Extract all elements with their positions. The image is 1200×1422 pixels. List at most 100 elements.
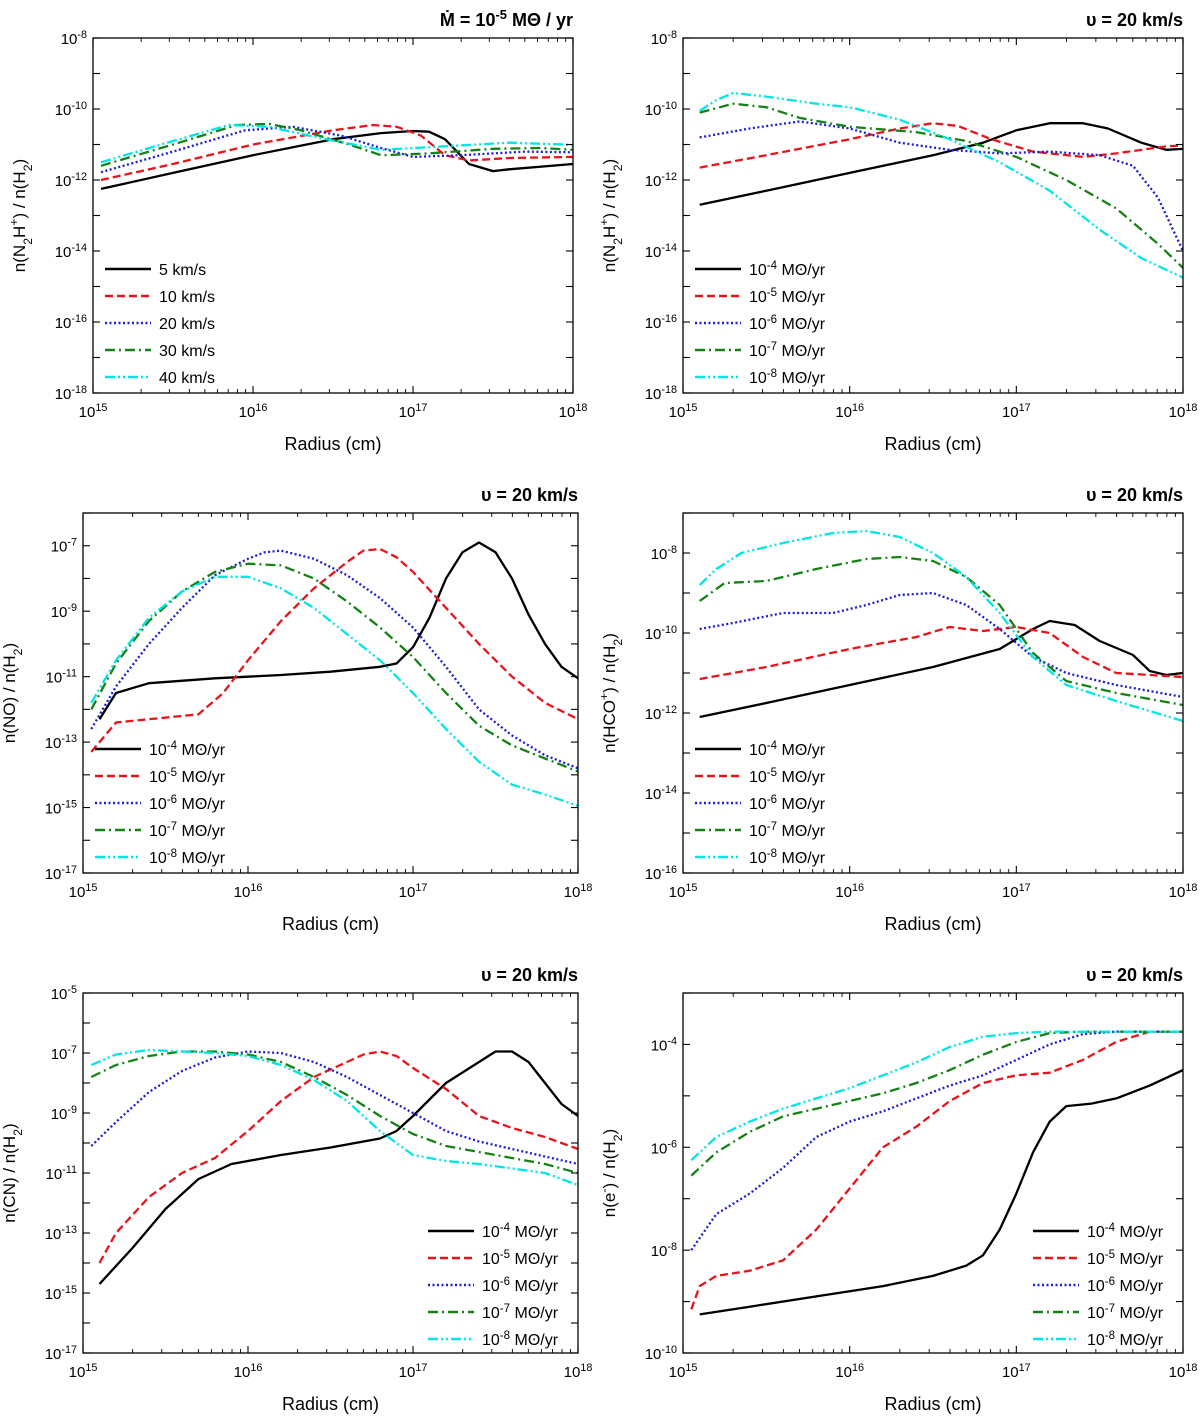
x-axis-label: Radius (cm) xyxy=(284,434,381,454)
x-tick-label: 1015 xyxy=(669,1362,698,1381)
x-tick-label: 1016 xyxy=(234,882,263,901)
legend: 10-4 Mʘ/yr 10-5 Mʘ/yr 10-6 Mʘ/yr 10-7 Mʘ/yr… xyxy=(1033,1222,1164,1349)
y-tick-label: 10-8 xyxy=(651,29,677,48)
x-tick-label: 1018 xyxy=(559,402,588,421)
legend-label: 10-6 Mʘ/yr xyxy=(749,314,826,333)
x-axis-label: Radius (cm) xyxy=(884,914,981,934)
legend-label: 40 km/s xyxy=(159,370,215,387)
y-axis-label: n(HCO+) / n(H2) xyxy=(597,633,625,753)
series-line-5 xyxy=(698,529,1183,723)
series-line-2 xyxy=(90,547,578,753)
series-line-4 xyxy=(699,102,1183,270)
series-line-1 xyxy=(699,1068,1183,1316)
y-tick-label: 10-11 xyxy=(46,668,78,687)
legend: 10-4 Mʘ/yr 10-5 Mʘ/yr 10-6 Mʘ/yr 10-7 Mʘ/yr… xyxy=(95,740,226,867)
series-line-1 xyxy=(98,541,578,720)
series-line-1 xyxy=(699,619,1183,719)
chart-panel-3: 1015 1016 1017 1018 10-17 10-15 10-13 10-11 10-9… xyxy=(0,485,592,934)
chart-panel-2: 1015 1016 1017 1018 10-18 10-16 10-14 10-12 10-1… xyxy=(597,10,1197,454)
y-tick-label: 10-8 xyxy=(61,29,87,48)
legend-label: 10-5 Mʘ/yr xyxy=(1087,1249,1164,1268)
x-tick-label: 1017 xyxy=(399,402,428,421)
series-line-1 xyxy=(699,122,1183,206)
y-tick-label: 10-15 xyxy=(45,1284,77,1303)
legend-label: 10-4 Mʘ/yr xyxy=(749,260,826,279)
x-tick-label: 1015 xyxy=(69,882,98,901)
x-tick-label: 1017 xyxy=(1002,882,1031,901)
y-tick-label: 10-9 xyxy=(51,602,77,621)
legend-label: 10-8 Mʘ/yr xyxy=(749,368,826,387)
y-tick-label: 10-10 xyxy=(645,100,677,119)
legend-label: 10-5 Mʘ/yr xyxy=(149,767,226,786)
chart-title: υ = 20 km/s xyxy=(481,965,578,985)
y-tick-label: 10-17 xyxy=(45,1344,77,1363)
legend-label: 10-6 Mʘ/yr xyxy=(149,794,226,813)
x-tick-label: 1015 xyxy=(669,402,698,421)
y-tick-label: 10-10 xyxy=(645,1344,677,1363)
series-line-3 xyxy=(100,125,573,174)
y-tick-label: 10-10 xyxy=(645,624,677,643)
series-line-4 xyxy=(699,555,1183,707)
legend: 5 km/s 10 km/s 20 km/s 30 km/s 40 km/s xyxy=(105,262,215,387)
x-axis-label: Radius (cm) xyxy=(282,1394,379,1414)
legend-label: 10-7 Mʘ/yr xyxy=(749,341,826,360)
x-tick-label: 1016 xyxy=(239,402,268,421)
series-group xyxy=(90,541,578,808)
y-tick-label: 10-16 xyxy=(645,864,677,883)
legend-label: 10-4 Mʘ/yr xyxy=(149,740,226,759)
plot-frame xyxy=(682,37,1184,394)
series-line-3 xyxy=(690,1030,1183,1251)
series-line-1 xyxy=(98,1050,578,1285)
y-axis-label: n(N2H+) / n(H2) xyxy=(597,159,625,272)
y-axis-label: n(CN) / n(H2) xyxy=(0,1123,25,1222)
legend-label: 10-7 Mʘ/yr xyxy=(482,1303,559,1322)
y-tick-label: 10-17 xyxy=(45,864,77,883)
legend: 10-4 Mʘ/yr 10-5 Mʘ/yr 10-6 Mʘ/yr 10-7 Mʘ/yr… xyxy=(695,740,826,867)
legend-label: 10-5 Mʘ/yr xyxy=(482,1249,559,1268)
y-axis-label: n(NO) / n(H2) xyxy=(0,643,25,743)
series-line-5 xyxy=(100,123,573,164)
plot-frame xyxy=(682,992,1184,1354)
series-line-5 xyxy=(699,91,1183,279)
legend-label: 10-7 Mʘ/yr xyxy=(749,821,826,840)
legend-label: 10-6 Mʘ/yr xyxy=(749,794,826,813)
y-tick-label: 10-13 xyxy=(45,733,77,752)
x-tick-label: 1017 xyxy=(1002,402,1031,421)
x-tick-label: 1017 xyxy=(399,882,428,901)
series-group xyxy=(699,91,1183,279)
x-tick-label: 1015 xyxy=(79,402,108,421)
chart-panel-6: 1015 1016 1017 1018 10-10 10-8 10-6 10-4 Radius … xyxy=(597,965,1197,1414)
series-group xyxy=(698,529,1183,723)
y-tick-label: 10-11 xyxy=(46,1164,78,1183)
x-tick-label: 1016 xyxy=(835,1362,864,1381)
series-line-3 xyxy=(699,591,1183,699)
x-tick-label: 1018 xyxy=(564,1362,593,1381)
x-axis-label: Radius (cm) xyxy=(884,434,981,454)
plot-frame xyxy=(92,37,574,394)
chart-title: υ = 20 km/s xyxy=(1086,965,1183,985)
series-line-4 xyxy=(90,562,578,773)
chart-panel-5: 1015 1016 1017 1018 10-17 10-15 10-13 10-11 10-9… xyxy=(0,965,593,1414)
x-axis-label: Radius (cm) xyxy=(884,1394,981,1414)
series-line-3 xyxy=(699,120,1183,253)
y-tick-label: 10-18 xyxy=(645,384,677,403)
y-axis-label: n(e-) / n(H2) xyxy=(597,1129,625,1217)
legend-label: 10-6 Mʘ/yr xyxy=(1087,1276,1164,1295)
legend-label: 10 km/s xyxy=(159,289,215,306)
plot-frame xyxy=(82,512,579,874)
legend-label: 10-7 Mʘ/yr xyxy=(1087,1303,1164,1322)
x-tick-label: 1015 xyxy=(69,1362,98,1381)
y-tick-label: 10-12 xyxy=(55,171,87,190)
chart-title: Ṁ = 10-5 MΘ / yr xyxy=(440,7,573,31)
series-line-2 xyxy=(100,123,573,182)
plot-frame xyxy=(682,512,1184,874)
plot-frame xyxy=(82,992,579,1354)
y-tick-label: 10-13 xyxy=(45,1224,77,1243)
y-tick-label: 10-12 xyxy=(645,171,677,190)
chart-panel-4: 1015 1016 1017 1018 10-16 10-14 10-12 10-10 10-8… xyxy=(597,485,1197,934)
chart-title: υ = 20 km/s xyxy=(1086,10,1183,30)
x-tick-label: 1016 xyxy=(835,882,864,901)
x-tick-label: 1017 xyxy=(399,1362,428,1381)
series-line-2 xyxy=(690,1030,1183,1310)
y-tick-label: 10-16 xyxy=(55,313,87,332)
